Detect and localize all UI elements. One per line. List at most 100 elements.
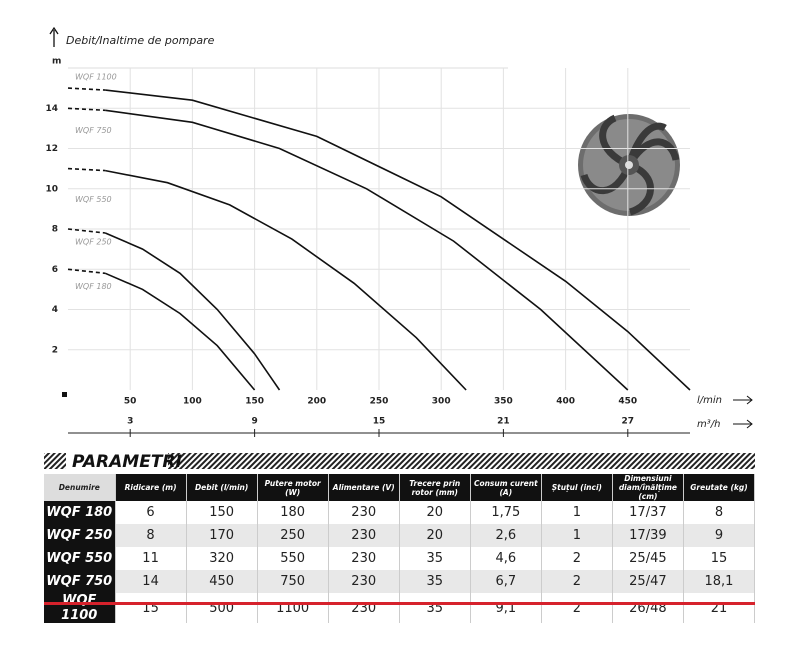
x-tick-label: 300 <box>432 397 451 407</box>
table-body: WQF 180 6 150 180 230 20 1,75 1 17/37 8 WQF 250 8 17… <box>44 501 756 623</box>
table-cell: 2 <box>541 547 613 570</box>
x2-tick-label: 27 <box>622 417 635 427</box>
axis-arrow <box>733 395 753 405</box>
table-bottom-rule <box>44 602 755 605</box>
y-tick-label: 2 <box>52 345 58 355</box>
pump-curve <box>105 169 467 391</box>
table-cell: 2 <box>541 593 613 623</box>
x-tick-label: 100 <box>183 397 202 407</box>
table-title-bar: PARAMETRI <box>44 452 755 471</box>
y-tick-label: 14 <box>45 104 58 114</box>
parameters-table: Denumire Ridicare (m) Debit (l/min) Putere … <box>44 474 756 623</box>
table-cell: 15 <box>115 593 187 623</box>
column-header: Debit (l/min) <box>186 474 258 501</box>
model-name: WQF 180 <box>44 501 116 524</box>
table-cell: 8 <box>683 501 756 524</box>
x2-tick-label: 3 <box>127 417 133 427</box>
origin-mark <box>62 392 67 397</box>
header-row: Denumire Ridicare (m) Debit (l/min) Putere … <box>44 474 756 501</box>
column-header: Consum curent (A) <box>470 474 542 501</box>
table-cell: 35 <box>399 593 471 623</box>
table-cell: 25/47 <box>612 570 684 593</box>
column-header: Alimentare (V) <box>328 474 400 501</box>
pump-curve <box>104 272 256 391</box>
curve-start <box>67 87 106 91</box>
x2-tick-label: 15 <box>373 417 386 427</box>
y-tick-label: 6 <box>52 265 58 275</box>
axis-arrow <box>733 419 753 429</box>
table-cell: 450 <box>186 570 258 593</box>
x2-tick-label: 21 <box>497 417 510 427</box>
table-cell: 8 <box>115 524 187 547</box>
column-header: Dimensiuni diam/înălțime (cm) <box>612 474 684 501</box>
table-cell: 230 <box>328 501 400 524</box>
table-cell: 230 <box>328 524 400 547</box>
pump-curve <box>105 109 629 391</box>
model-name: WQF 550 <box>44 547 116 570</box>
table-cell: 180 <box>257 501 329 524</box>
table-cell: 25/45 <box>612 547 684 570</box>
table-cell: 20 <box>399 524 471 547</box>
table-cell: 15 <box>683 547 756 570</box>
table-cell: 1,75 <box>470 501 542 524</box>
x-tick-label: 200 <box>307 397 326 407</box>
column-header: Trecere prin rotor (mm) <box>399 474 471 501</box>
table-cell: 2 <box>541 570 613 593</box>
table-cell: 20 <box>399 501 471 524</box>
x-tick-label: 50 <box>124 397 137 407</box>
column-header: Ridicare (m) <box>115 474 187 501</box>
table-cell: 26/48 <box>612 593 684 623</box>
y-tick-label: 4 <box>52 305 58 315</box>
series-label: WQF 250 <box>75 238 112 247</box>
curve-start <box>67 167 106 172</box>
model-name: WQF 250 <box>44 524 116 547</box>
table-cell: 250 <box>257 524 329 547</box>
axis-arrow <box>49 26 59 35</box>
table-cell: 150 <box>186 501 258 524</box>
table-cell: 170 <box>186 524 258 547</box>
curve-start <box>67 107 106 112</box>
table-cell: 35 <box>399 547 471 570</box>
x2-tick-label: 9 <box>251 417 257 427</box>
table-cell: 1100 <box>257 593 329 623</box>
series-label: WQF 550 <box>75 195 112 204</box>
y-unit: m <box>52 57 61 67</box>
column-header: Denumire <box>44 474 116 501</box>
x2-unit: m³/h <box>697 419 720 430</box>
series-label: WQF 180 <box>75 282 112 291</box>
table-cell: 18,1 <box>683 570 756 593</box>
table-row: WQF 1100 15 500 1100 230 35 9,1 2 26/48 21 <box>44 593 756 623</box>
table-cell: 1 <box>541 524 613 547</box>
table-cell: 9 <box>683 524 756 547</box>
table-row: WQF 550 11 320 550 230 35 4,6 2 25/45 15 <box>44 547 756 570</box>
table-cell: 6,7 <box>470 570 542 593</box>
table-cell: 320 <box>186 547 258 570</box>
y-tick-label: 12 <box>45 144 58 154</box>
column-header: Greutate (kg) <box>683 474 756 501</box>
x-tick-label: 250 <box>370 397 389 407</box>
table-cell: 9,1 <box>470 593 542 623</box>
table-row: WQF 250 8 170 250 230 20 2,6 1 17/39 9 <box>44 524 756 547</box>
table-cell: 14 <box>115 570 187 593</box>
table-cell: 550 <box>257 547 329 570</box>
table-cell: 17/37 <box>612 501 684 524</box>
table-cell: 17/39 <box>612 524 684 547</box>
curve-start <box>67 268 106 275</box>
table-cell: 11 <box>115 547 187 570</box>
table-cell: 230 <box>328 570 400 593</box>
pump-curve <box>105 89 691 391</box>
table-cell: 6 <box>115 501 187 524</box>
table-cell: 4,6 <box>470 547 542 570</box>
x-tick-label: 350 <box>494 397 513 407</box>
table-cell: 2,6 <box>470 524 542 547</box>
table-cell: 230 <box>328 547 400 570</box>
table-cell: 750 <box>257 570 329 593</box>
table-cell: 35 <box>399 570 471 593</box>
column-header: Ștuțul (inci) <box>541 474 613 501</box>
impeller <box>578 114 680 216</box>
curve-start <box>67 228 106 234</box>
y-tick-label: 10 <box>45 184 58 194</box>
x-unit: l/min <box>697 395 722 406</box>
table-cell: 230 <box>328 593 400 623</box>
